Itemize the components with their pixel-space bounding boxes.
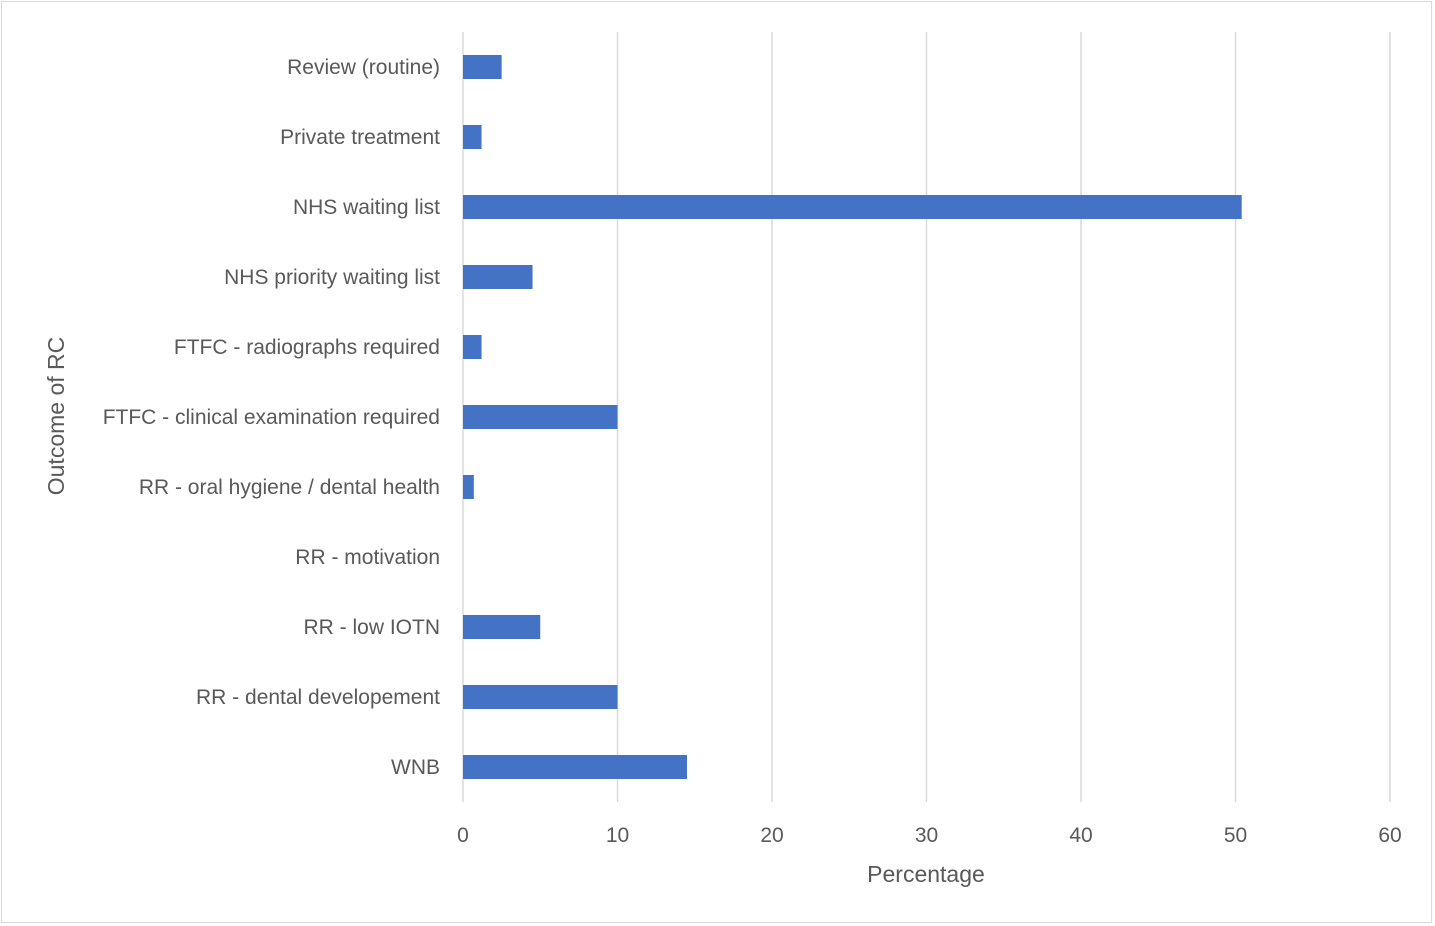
category-labels: Review (routine) Private treatment NHS wai… <box>103 56 440 779</box>
x-tick-label: 60 <box>1378 824 1401 847</box>
x-tick-label: 30 <box>915 824 938 847</box>
bar-6 <box>463 475 474 499</box>
bar-1 <box>463 125 482 149</box>
bar-0 <box>463 55 502 79</box>
x-tick-label: 20 <box>760 824 783 847</box>
bar-9 <box>463 685 618 709</box>
x-tick-label: 10 <box>606 824 629 847</box>
category-label: FTFC - radiographs required <box>174 336 440 359</box>
bar-8 <box>463 615 541 639</box>
x-axis-title: Percentage <box>867 861 985 887</box>
x-tick-label: 40 <box>1069 824 1092 847</box>
category-label: Private treatment <box>280 126 440 149</box>
category-label: RR - dental developement <box>196 686 440 709</box>
category-label: Review (routine) <box>287 56 440 79</box>
y-axis-title: Outcome of RC <box>43 337 69 496</box>
x-tick-label: 0 <box>457 824 469 847</box>
bar-3 <box>463 265 533 289</box>
bar-5 <box>463 405 618 429</box>
bar-4 <box>463 335 482 359</box>
category-label: RR - oral hygiene / dental health <box>139 476 440 499</box>
category-label: FTFC - clinical examination required <box>103 406 440 429</box>
bar-2 <box>463 195 1242 219</box>
x-tick-label: 50 <box>1224 824 1247 847</box>
gridlines <box>462 32 1391 802</box>
bar-10 <box>463 755 688 779</box>
bars <box>463 55 1242 779</box>
category-label: NHS priority waiting list <box>224 266 440 289</box>
category-label: RR - low IOTN <box>304 616 441 639</box>
category-label: RR - motivation <box>295 546 440 569</box>
category-label: WNB <box>391 756 440 779</box>
x-tick-labels: 0 10 20 30 40 50 60 <box>457 824 1402 847</box>
category-label: NHS waiting list <box>293 196 440 219</box>
